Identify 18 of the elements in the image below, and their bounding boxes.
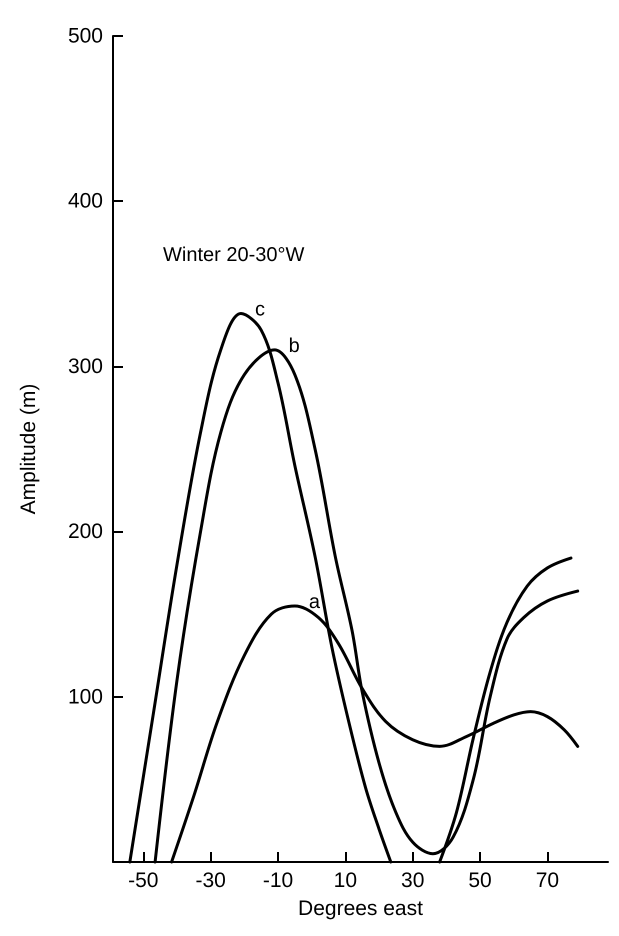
- x-axis-title: Degrees east: [298, 897, 424, 920]
- x-tick-label: 10: [334, 869, 358, 892]
- y-tick-label: 100: [68, 685, 103, 708]
- y-tick-label: 400: [68, 190, 103, 213]
- series-label: b: [288, 334, 300, 357]
- x-tick-label: 70: [536, 869, 560, 892]
- text: Winter 20-30°W: [163, 244, 304, 266]
- y-tick-label: 200: [68, 520, 103, 544]
- y-tick-label: 300: [68, 354, 103, 378]
- x-tick-label: 30: [401, 869, 424, 892]
- series-label: c: [254, 298, 265, 321]
- y-tick-label: 500: [68, 24, 103, 48]
- x-tick-label: 50: [468, 869, 492, 892]
- series-label: a: [308, 590, 321, 613]
- x-tick-label: -30: [195, 869, 226, 892]
- x-tick-label: -50: [128, 869, 158, 892]
- y-axis-title: Amplitude (m): [17, 384, 40, 514]
- x-tick-label: -10: [262, 869, 294, 892]
